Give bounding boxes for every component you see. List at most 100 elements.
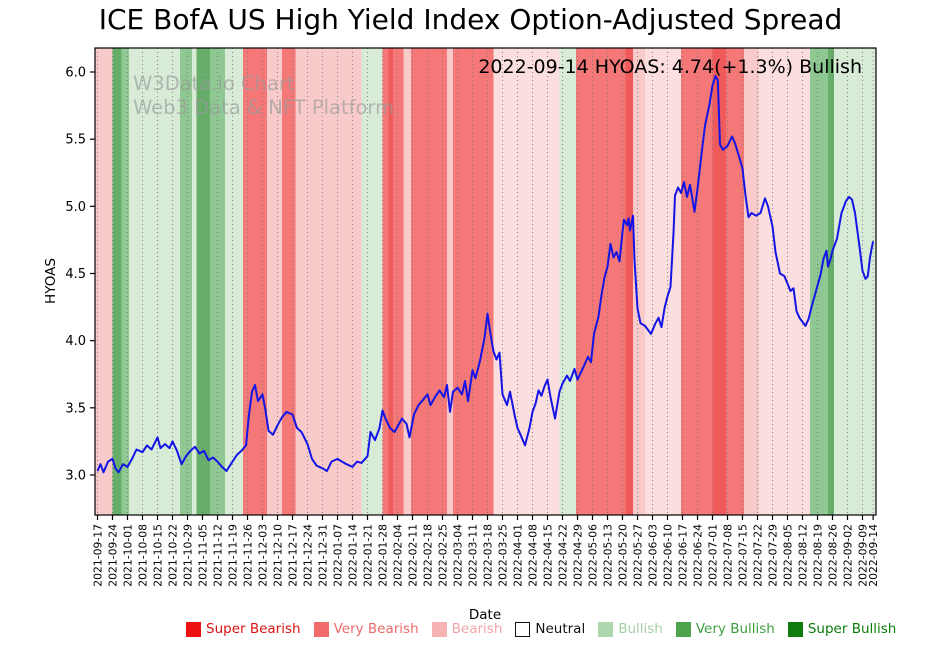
x-tick-label: 2021-09-17 bbox=[92, 524, 105, 587]
legend-item-very-bearish: Very Bearish bbox=[313, 621, 419, 637]
sentiment-band-bullish bbox=[192, 48, 197, 515]
x-tick-label: 2022-05-20 bbox=[617, 524, 630, 587]
watermark-line2: Web3 Data & NFT Platform bbox=[133, 96, 394, 119]
sentiment-band-very-bearish bbox=[576, 48, 626, 515]
legend-label-super-bullish: Super Bullish bbox=[807, 621, 897, 637]
x-tick-label: 2022-05-27 bbox=[632, 524, 645, 587]
sentiment-band-bearish bbox=[267, 48, 282, 515]
x-tick-label: 2022-03-25 bbox=[497, 524, 510, 587]
x-tick-label: 2021-10-22 bbox=[167, 524, 180, 587]
x-tick-label: 2022-07-08 bbox=[722, 524, 735, 587]
x-tick-label: 2022-06-10 bbox=[662, 524, 675, 587]
y-tick-label: 5.5 bbox=[65, 133, 86, 148]
x-tick-label: 2021-11-12 bbox=[212, 524, 225, 587]
x-tick-label: 2021-12-10 bbox=[272, 524, 285, 587]
sentiment-band-super-bullish bbox=[196, 48, 210, 515]
watermark-line1: W3Data.io Chart bbox=[133, 72, 295, 95]
legend-label-super-bearish: Super Bearish bbox=[206, 621, 301, 637]
x-tick-label: 2022-02-04 bbox=[392, 524, 405, 587]
x-tick-label: 2021-12-03 bbox=[257, 524, 270, 587]
x-tick-label: 2022-08-19 bbox=[812, 524, 825, 587]
sentiment-band-bearish bbox=[95, 48, 113, 515]
x-axis-title: Date bbox=[469, 607, 501, 623]
sentiment-band-bullish bbox=[361, 48, 383, 515]
y-tick-label: 3.0 bbox=[65, 468, 86, 483]
sentiment-band-very-bearish-deep bbox=[388, 48, 393, 515]
x-tick-label: 2022-02-11 bbox=[407, 524, 420, 587]
x-tick-label: 2022-01-14 bbox=[347, 524, 360, 587]
legend-swatch-very-bullish bbox=[675, 621, 691, 637]
legend: Super Bearish Very Bearish Bearish Neutral B… bbox=[186, 621, 941, 637]
legend-swatch-super-bullish bbox=[787, 621, 803, 637]
x-tick-label: 2022-07-29 bbox=[767, 524, 780, 587]
sentiment-band-super-bullish bbox=[112, 48, 122, 515]
y-tick-label: 4.0 bbox=[65, 334, 86, 349]
legend-swatch-super-bearish bbox=[186, 621, 201, 637]
sentiment-band-bearish bbox=[633, 48, 645, 515]
y-tick-label: 3.5 bbox=[65, 401, 86, 416]
sentiment-band-bearish bbox=[295, 48, 362, 515]
sentiment-band-very-bullish bbox=[121, 48, 129, 515]
x-tick-label: 2022-04-01 bbox=[512, 524, 525, 587]
legend-item-very-bullish: Very Bullish bbox=[675, 621, 775, 637]
sentiment-band-very-bearish bbox=[453, 48, 494, 515]
x-tick-label: 2022-09-09 bbox=[857, 524, 870, 587]
legend-item-bearish: Bearish bbox=[431, 621, 503, 637]
sentiment-band-bearish-faint bbox=[759, 48, 810, 515]
sentiment-band-bullish bbox=[559, 48, 576, 515]
x-tick-label: 2021-09-24 bbox=[107, 524, 120, 587]
x-tick-label: 2022-03-04 bbox=[452, 524, 465, 587]
legend-label-very-bearish: Very Bearish bbox=[333, 621, 419, 637]
y-tick-label: 4.5 bbox=[65, 267, 86, 282]
x-tick-label: 2022-06-24 bbox=[692, 524, 705, 587]
x-tick-label: 2022-01-28 bbox=[377, 524, 390, 587]
sentiment-band-very-bearish-deep bbox=[625, 48, 633, 515]
y-axis-title: HYOAS bbox=[43, 258, 59, 304]
sentiment-band-super-bullish bbox=[828, 48, 834, 515]
sentiment-band-bearish bbox=[744, 48, 759, 515]
x-tick-label: 2022-06-03 bbox=[647, 524, 660, 587]
x-tick-label: 2022-01-07 bbox=[332, 524, 345, 587]
sentiment-bands-layer bbox=[95, 48, 876, 515]
x-tick-label: 2022-05-06 bbox=[587, 524, 600, 587]
sentiment-band-bearish bbox=[403, 48, 411, 515]
sentiment-band-very-bullish bbox=[210, 48, 225, 515]
legend-label-neutral: Neutral bbox=[535, 621, 586, 637]
y-tick-label: 6.0 bbox=[65, 66, 86, 81]
hyoas-line bbox=[96, 75, 875, 474]
sentiment-band-very-bearish bbox=[393, 48, 404, 515]
x-tick-label: 2022-04-29 bbox=[572, 524, 585, 587]
x-tick-label: 2022-01-21 bbox=[362, 524, 375, 587]
x-tick-label: 2022-07-01 bbox=[707, 524, 720, 587]
sentiment-band-very-bearish bbox=[681, 48, 713, 515]
legend-item-neutral: Neutral bbox=[515, 621, 585, 637]
x-tick-label: 2022-04-22 bbox=[557, 524, 570, 587]
x-tick-label: 2021-10-15 bbox=[152, 524, 165, 587]
line-series-layer bbox=[96, 75, 875, 474]
sentiment-band-bearish-faint bbox=[493, 48, 560, 515]
x-tick-label: 2021-12-24 bbox=[302, 524, 315, 587]
x-tick-label: 2022-07-15 bbox=[737, 524, 750, 587]
sentiment-band-bullish bbox=[129, 48, 180, 515]
y-tick-label: 5.0 bbox=[65, 200, 86, 215]
sentiment-band-bearish bbox=[447, 48, 453, 515]
x-tick-label: 2022-04-15 bbox=[542, 524, 555, 587]
legend-label-bullish: Bullish bbox=[618, 621, 663, 637]
x-tick-label: 2021-10-01 bbox=[122, 524, 135, 587]
x-tick-label: 2022-08-05 bbox=[782, 524, 795, 587]
x-tick-label: 2022-06-17 bbox=[677, 524, 690, 587]
sentiment-band-bearish-faint bbox=[645, 48, 681, 515]
last-value-annotation: 2022-09-14 HYOAS: 4.74(+1.3%) Bullish bbox=[478, 56, 862, 78]
sentiment-band-bullish bbox=[225, 48, 243, 515]
x-tick-label: 2022-09-14 bbox=[867, 524, 880, 587]
legend-label-bearish: Bearish bbox=[451, 621, 503, 637]
legend-item-super-bullish: Super Bullish bbox=[787, 621, 897, 637]
x-tick-label: 2021-11-19 bbox=[227, 524, 240, 587]
x-tick-label: 2022-08-26 bbox=[827, 524, 840, 587]
x-tick-label: 2021-11-26 bbox=[242, 524, 255, 587]
legend-item-bullish: Bullish bbox=[598, 621, 663, 637]
sentiment-band-very-bearish-deep bbox=[712, 48, 726, 515]
x-tick-label: 2022-05-13 bbox=[602, 524, 615, 587]
